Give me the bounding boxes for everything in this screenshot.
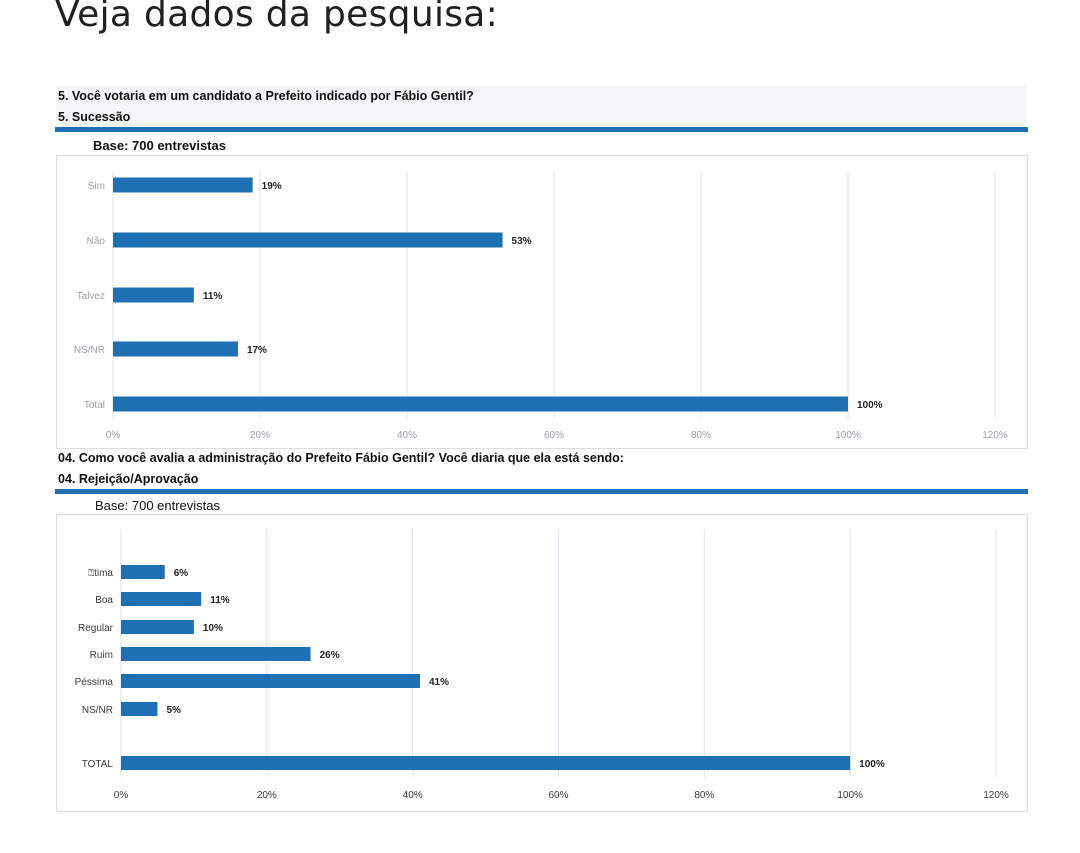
chart2-x-tick-label: 60% [548,790,568,801]
chart2-section-rule [55,489,1028,494]
chart2-bar [121,674,420,688]
chart1-x-tick-label: 80% [691,430,711,441]
chart1-category-label: Talvez [77,291,105,302]
chart2-x-tick-label: 100% [837,790,863,801]
chart2-value-label: 100% [859,759,885,770]
chart1-bar [113,396,848,412]
chart2-bar [121,620,194,634]
page-headline: Veja dados da pesquisa: [55,0,499,35]
chart2-value-label: 41% [429,677,449,688]
chart2-question: 04. Como você avalia a administração do … [58,451,624,465]
chart2-category-label: NS/NR [82,705,113,716]
chart1-bar [113,287,194,303]
chart1-value-label: 11% [203,291,223,302]
chart2-category-label: Ruim [90,650,113,661]
chart2-x-tick-label: 0% [114,790,129,801]
chart2-value-label: 6% [174,568,189,579]
chart1-category-label: Total [84,400,105,411]
chart1-category-label: Não [87,236,106,247]
chart1-question: 5. Você votaria em um candidato a Prefei… [58,89,474,103]
chart1-value-label: 19% [262,181,282,192]
chart2-value-label: 10% [203,623,223,634]
chart1-x-tick-label: 0% [106,430,121,441]
chart1-x-tick-label: 40% [397,430,417,441]
chart2-bar [121,756,851,770]
chart1-base-label: Base: 700 entrevistas [93,138,226,153]
chart1-category-label: NS/NR [74,345,105,356]
chart1-plot: 0% 20% 40% 60% 80% 100% 120% Sim 19% Não 53% Talvez… [74,172,1008,441]
chart2-category-label: ⍰tima [88,568,113,579]
chart2-category-label: Péssima [75,677,114,688]
chart2-base-label: Base: 700 entrevistas [95,498,221,513]
chart1-bar [113,232,503,248]
question-strip [56,86,1026,126]
chart2-x-tick-label: 120% [983,790,1009,801]
chart1-bar [113,177,253,193]
chart1-bar [113,341,238,357]
chart2-x-tick-label: 40% [403,790,423,801]
chart1-frame: 0% 20% 40% 60% 80% 100% 120% Sim 19% Não 53% Talvez… [56,155,1028,449]
chart2-bar [121,565,165,579]
chart2-section-title: 04. Rejeição/Aprovação [58,472,199,486]
chart2-x-tick-label: 20% [257,790,277,801]
chart1-x-tick-label: 60% [544,430,564,441]
chart1-section-title: 5. Sucessão [58,110,131,124]
chart1-x-tick-label: 20% [250,430,270,441]
chart1-x-tick-label: 100% [835,430,861,441]
chart1-category-label: Sim [88,181,105,192]
chart2-x-tick-label: 80% [694,790,714,801]
chart2-bar [121,592,202,606]
chart1-section-rule [55,127,1028,132]
chart2-category-label: TOTAL [82,759,114,770]
chart2-plot: 0% 20% 40% 60% 80% 100% 120% ⍰tima 6% Boa 11% Regul… [75,529,1009,801]
chart1-x-tick-label: 120% [982,430,1008,441]
chart2-value-label: 26% [320,650,340,661]
chart2-value-label: 5% [166,705,181,716]
chart1-value-label: 53% [512,236,532,247]
chart1-value-label: 100% [857,400,883,411]
chart2-frame: 0% 20% 40% 60% 80% 100% 120% ⍰tima 6% Boa 11% Regul… [56,514,1028,812]
chart2-category-label: Boa [95,595,113,606]
chart2-bar [121,702,158,716]
chart2-bar [121,647,311,661]
chart1-value-label: 17% [247,345,267,356]
chart2-value-label: 11% [210,595,230,606]
chart2-category-label: Regular [78,623,114,634]
